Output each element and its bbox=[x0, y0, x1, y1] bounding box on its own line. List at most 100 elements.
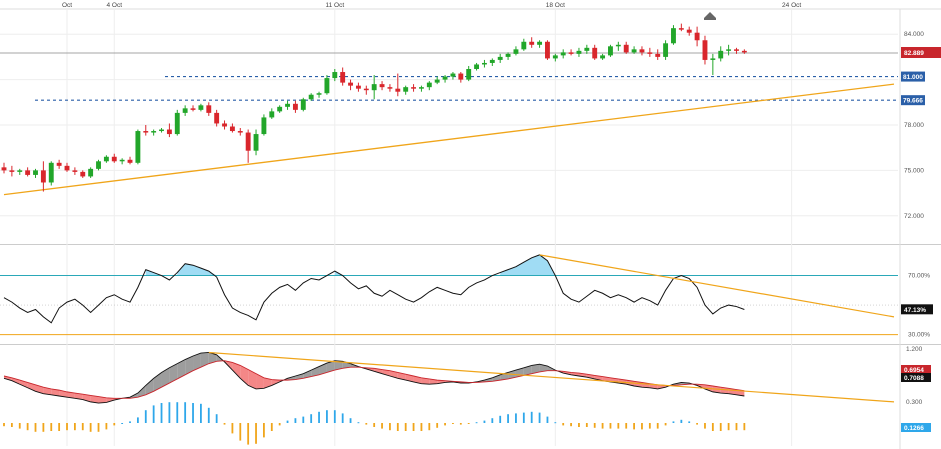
candle[interactable] bbox=[237, 128, 243, 136]
candle[interactable] bbox=[623, 41, 629, 54]
candle[interactable] bbox=[513, 46, 519, 56]
candle[interactable] bbox=[9, 165, 15, 177]
candle[interactable] bbox=[426, 81, 432, 91]
macd-trendline[interactable] bbox=[208, 351, 895, 403]
candle[interactable] bbox=[434, 76, 440, 85]
candle[interactable] bbox=[245, 129, 251, 163]
candle[interactable] bbox=[537, 40, 543, 48]
candle[interactable] bbox=[576, 47, 582, 57]
candle[interactable] bbox=[261, 114, 267, 136]
macd-line[interactable] bbox=[3, 352, 745, 404]
candle[interactable] bbox=[474, 62, 480, 71]
candle[interactable] bbox=[418, 85, 424, 92]
candle[interactable] bbox=[379, 81, 385, 91]
candle[interactable] bbox=[151, 129, 157, 136]
candle[interactable] bbox=[103, 155, 109, 163]
candle[interactable] bbox=[592, 44, 598, 60]
candle[interactable] bbox=[190, 105, 196, 112]
candle[interactable] bbox=[600, 53, 606, 60]
signal-line[interactable] bbox=[3, 360, 745, 399]
scroll-marker[interactable] bbox=[704, 18, 716, 20]
candle[interactable] bbox=[96, 159, 101, 171]
candle[interactable] bbox=[88, 167, 94, 178]
candle[interactable] bbox=[631, 46, 637, 54]
candle[interactable] bbox=[269, 108, 275, 119]
candle[interactable] bbox=[734, 47, 739, 54]
candle[interactable] bbox=[726, 44, 732, 56]
candle[interactable] bbox=[458, 72, 464, 83]
candle[interactable] bbox=[159, 128, 164, 133]
candle[interactable] bbox=[316, 91, 322, 98]
candle[interactable] bbox=[340, 67, 346, 86]
candle[interactable] bbox=[552, 53, 558, 62]
candle[interactable] bbox=[355, 82, 361, 92]
candle[interactable] bbox=[482, 59, 487, 68]
candle[interactable] bbox=[671, 25, 676, 45]
candle[interactable] bbox=[111, 153, 117, 163]
candle[interactable] bbox=[545, 40, 550, 60]
candle[interactable] bbox=[521, 38, 527, 51]
candle[interactable] bbox=[403, 85, 409, 95]
candle[interactable] bbox=[560, 49, 566, 59]
candle[interactable] bbox=[166, 123, 172, 138]
candle[interactable] bbox=[505, 52, 511, 60]
candle[interactable] bbox=[277, 105, 283, 113]
candle[interactable] bbox=[72, 167, 78, 175]
candle[interactable] bbox=[639, 46, 645, 56]
candle[interactable] bbox=[285, 100, 290, 110]
scroll-up-arrow-icon[interactable] bbox=[704, 12, 716, 18]
candle[interactable] bbox=[678, 23, 684, 32]
candle[interactable] bbox=[710, 53, 716, 76]
candle[interactable] bbox=[1, 162, 7, 174]
candle[interactable] bbox=[647, 47, 653, 57]
candle[interactable] bbox=[300, 97, 306, 112]
rsi-line[interactable] bbox=[3, 254, 745, 324]
candle[interactable] bbox=[663, 40, 669, 60]
candle[interactable] bbox=[466, 65, 472, 82]
candle[interactable] bbox=[332, 69, 338, 82]
candle[interactable] bbox=[40, 161, 46, 192]
candle[interactable] bbox=[198, 103, 204, 112]
price-trendline[interactable] bbox=[3, 83, 895, 196]
candle[interactable] bbox=[324, 75, 330, 95]
candle[interactable] bbox=[56, 159, 62, 169]
rsi-panel[interactable] bbox=[0, 254, 898, 336]
candle[interactable] bbox=[718, 46, 724, 62]
candle[interactable] bbox=[615, 41, 621, 51]
candle[interactable] bbox=[253, 129, 259, 156]
candle[interactable] bbox=[348, 79, 353, 91]
candle[interactable] bbox=[214, 109, 220, 127]
candle[interactable] bbox=[686, 26, 692, 36]
candle[interactable] bbox=[371, 75, 377, 100]
candle[interactable] bbox=[292, 100, 298, 113]
candle[interactable] bbox=[655, 49, 661, 60]
candle[interactable] bbox=[741, 49, 747, 54]
candle[interactable] bbox=[182, 105, 188, 116]
candle[interactable] bbox=[411, 84, 416, 92]
candle[interactable] bbox=[584, 44, 590, 54]
candle[interactable] bbox=[64, 162, 70, 172]
candle[interactable] bbox=[450, 72, 456, 80]
macd-panel[interactable] bbox=[3, 351, 895, 445]
candle[interactable] bbox=[694, 26, 700, 47]
marker-layer[interactable] bbox=[704, 12, 716, 20]
candle[interactable] bbox=[135, 129, 141, 165]
candle[interactable] bbox=[143, 124, 149, 136]
candle[interactable] bbox=[127, 156, 133, 165]
rsi-trendline[interactable] bbox=[539, 254, 895, 318]
candle[interactable] bbox=[608, 44, 613, 57]
candle[interactable] bbox=[48, 161, 54, 186]
candle[interactable] bbox=[489, 58, 495, 66]
candle[interactable] bbox=[17, 168, 23, 175]
candle[interactable] bbox=[25, 167, 31, 177]
candle[interactable] bbox=[308, 93, 314, 101]
candle[interactable] bbox=[529, 37, 535, 48]
candle[interactable] bbox=[229, 123, 235, 133]
candle[interactable] bbox=[222, 120, 227, 130]
candle[interactable] bbox=[206, 102, 212, 116]
candle[interactable] bbox=[119, 158, 125, 165]
price-panel[interactable] bbox=[0, 23, 898, 196]
candle[interactable] bbox=[702, 35, 708, 65]
candle[interactable] bbox=[174, 109, 180, 136]
